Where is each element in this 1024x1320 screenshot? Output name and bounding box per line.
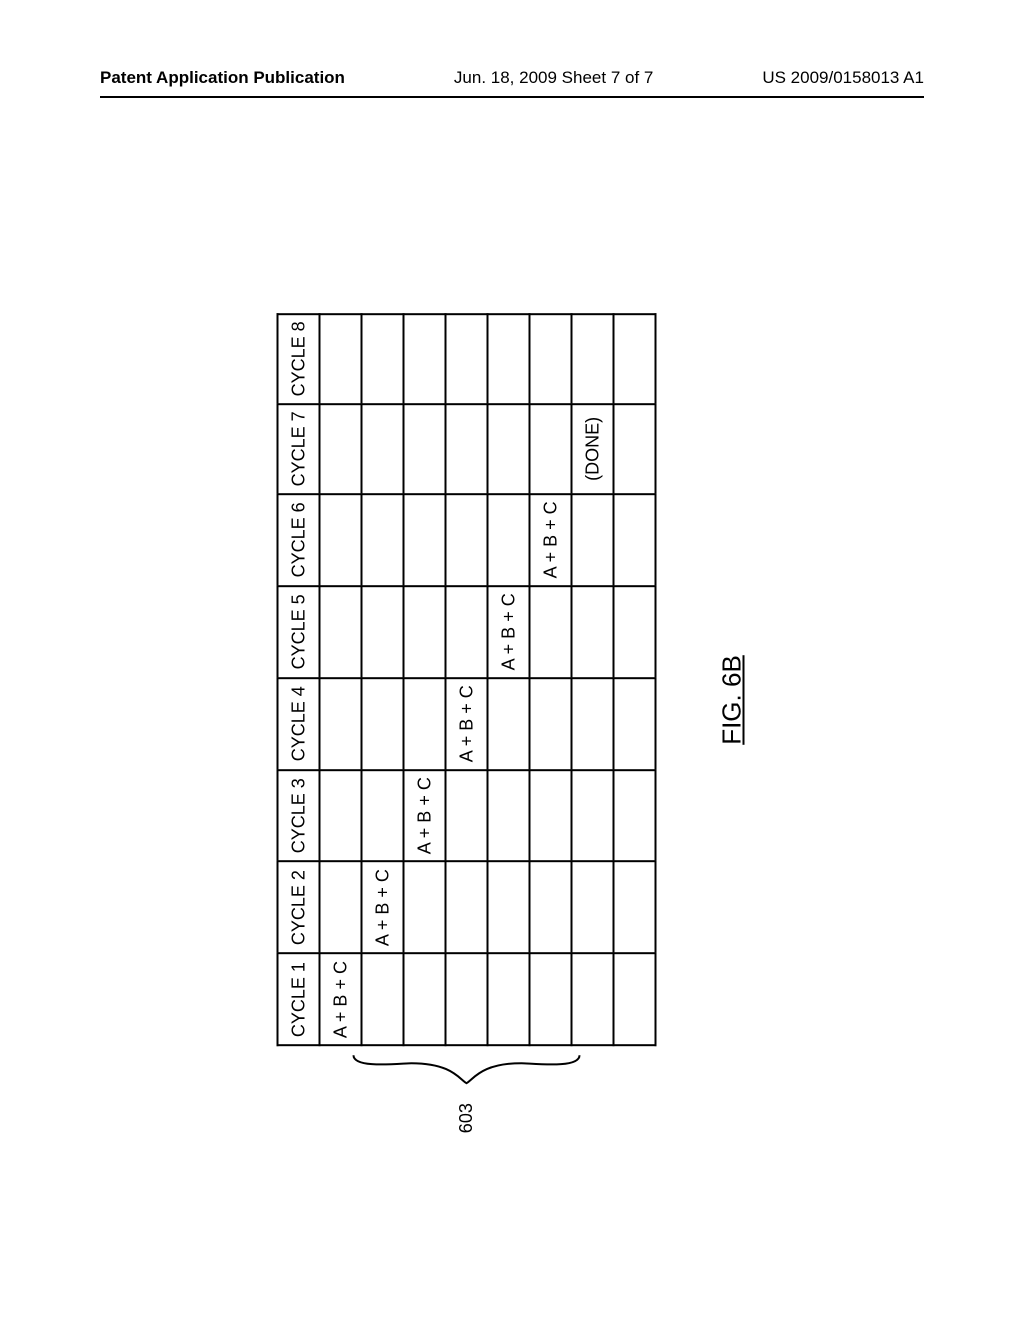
table-cell bbox=[572, 494, 614, 586]
table-cell bbox=[530, 770, 572, 862]
col-header: CYCLE 2 bbox=[278, 862, 320, 954]
header-left: Patent Application Publication bbox=[100, 68, 345, 88]
table-cell bbox=[362, 494, 404, 586]
table-cell bbox=[488, 678, 530, 770]
page-header: Patent Application Publication Jun. 18, … bbox=[0, 68, 1024, 88]
table-cell bbox=[404, 862, 446, 954]
table-cell bbox=[614, 404, 656, 494]
table-cell bbox=[488, 494, 530, 586]
table-cell bbox=[446, 404, 488, 494]
table-cell bbox=[362, 954, 404, 1046]
table-cell bbox=[446, 494, 488, 586]
pipeline-table: CYCLE 1 CYCLE 2 CYCLE 3 CYCLE 4 CYCLE 5 … bbox=[277, 313, 657, 1047]
table-cell bbox=[362, 586, 404, 678]
table-cell bbox=[488, 770, 530, 862]
table-cell: A + B + C bbox=[404, 770, 446, 862]
table-cell bbox=[362, 404, 404, 494]
col-header: CYCLE 8 bbox=[278, 314, 320, 404]
table-cell bbox=[446, 862, 488, 954]
table-row: A + B + C bbox=[362, 314, 404, 1046]
table-row: A + B + C bbox=[446, 314, 488, 1046]
table-cell bbox=[404, 954, 446, 1046]
table-cell bbox=[614, 586, 656, 678]
figure-6b: 603 CYCLE 1 CYCLE 2 CYCLE 3 CYCLE 4 CYCL… bbox=[277, 313, 748, 1087]
table-row: A + B + C bbox=[530, 314, 572, 1046]
table-header-row: CYCLE 1 CYCLE 2 CYCLE 3 CYCLE 4 CYCLE 5 … bbox=[278, 314, 320, 1046]
brace-603: 603 bbox=[277, 1047, 657, 1088]
table-cell bbox=[530, 954, 572, 1046]
table-cell bbox=[614, 678, 656, 770]
table-cell bbox=[362, 770, 404, 862]
table-row: A + B + C bbox=[488, 314, 530, 1046]
table-cell bbox=[320, 494, 362, 586]
header-rule bbox=[100, 96, 924, 98]
table-cell bbox=[446, 314, 488, 404]
table-cell bbox=[572, 862, 614, 954]
header-mid: Jun. 18, 2009 Sheet 7 of 7 bbox=[454, 68, 653, 88]
table-row: (DONE) bbox=[572, 314, 614, 1046]
table-cell bbox=[320, 770, 362, 862]
table-cell bbox=[530, 404, 572, 494]
table-cell bbox=[530, 586, 572, 678]
table-cell bbox=[320, 586, 362, 678]
table-cell bbox=[614, 954, 656, 1046]
col-header: CYCLE 5 bbox=[278, 586, 320, 678]
col-header: CYCLE 1 bbox=[278, 954, 320, 1046]
table-row: A + B + C bbox=[320, 314, 362, 1046]
table-cell: A + B + C bbox=[530, 494, 572, 586]
table-cell bbox=[446, 954, 488, 1046]
table-row bbox=[614, 314, 656, 1046]
col-header: CYCLE 3 bbox=[278, 770, 320, 862]
table-body: A + B + CA + B + CA + B + CA + B + CA + … bbox=[320, 314, 656, 1046]
table-cell bbox=[446, 770, 488, 862]
table-cell: A + B + C bbox=[446, 678, 488, 770]
table-cell bbox=[572, 314, 614, 404]
table-cell bbox=[320, 678, 362, 770]
table-cell bbox=[530, 314, 572, 404]
figure-caption: FIG. 6B bbox=[717, 655, 748, 745]
table-cell bbox=[320, 314, 362, 404]
table-cell bbox=[320, 862, 362, 954]
brace-label: 603 bbox=[456, 1103, 477, 1133]
col-header: CYCLE 6 bbox=[278, 494, 320, 586]
table-cell bbox=[404, 404, 446, 494]
table-cell bbox=[404, 586, 446, 678]
table-cell bbox=[320, 404, 362, 494]
table-cell bbox=[362, 678, 404, 770]
table-cell bbox=[614, 314, 656, 404]
table-cell bbox=[614, 770, 656, 862]
header-right: US 2009/0158013 A1 bbox=[762, 68, 924, 88]
table-cell bbox=[446, 586, 488, 678]
table-cell: (DONE) bbox=[572, 404, 614, 494]
table-cell: A + B + C bbox=[362, 862, 404, 954]
col-header: CYCLE 7 bbox=[278, 404, 320, 494]
table-cell: A + B + C bbox=[320, 954, 362, 1046]
table-cell bbox=[404, 314, 446, 404]
table-cell: A + B + C bbox=[488, 586, 530, 678]
table-cell bbox=[530, 678, 572, 770]
table-cell bbox=[572, 678, 614, 770]
table-cell bbox=[404, 494, 446, 586]
table-cell bbox=[488, 954, 530, 1046]
table-cell bbox=[530, 862, 572, 954]
table-cell bbox=[404, 678, 446, 770]
table-cell bbox=[362, 314, 404, 404]
col-header: CYCLE 4 bbox=[278, 678, 320, 770]
table-cell bbox=[488, 862, 530, 954]
table-cell bbox=[614, 862, 656, 954]
table-cell bbox=[488, 314, 530, 404]
curly-brace-icon bbox=[352, 1047, 582, 1087]
table-cell bbox=[572, 586, 614, 678]
table-row: A + B + C bbox=[404, 314, 446, 1046]
table-cell bbox=[614, 494, 656, 586]
table-cell bbox=[572, 954, 614, 1046]
table-cell bbox=[488, 404, 530, 494]
table-cell bbox=[572, 770, 614, 862]
